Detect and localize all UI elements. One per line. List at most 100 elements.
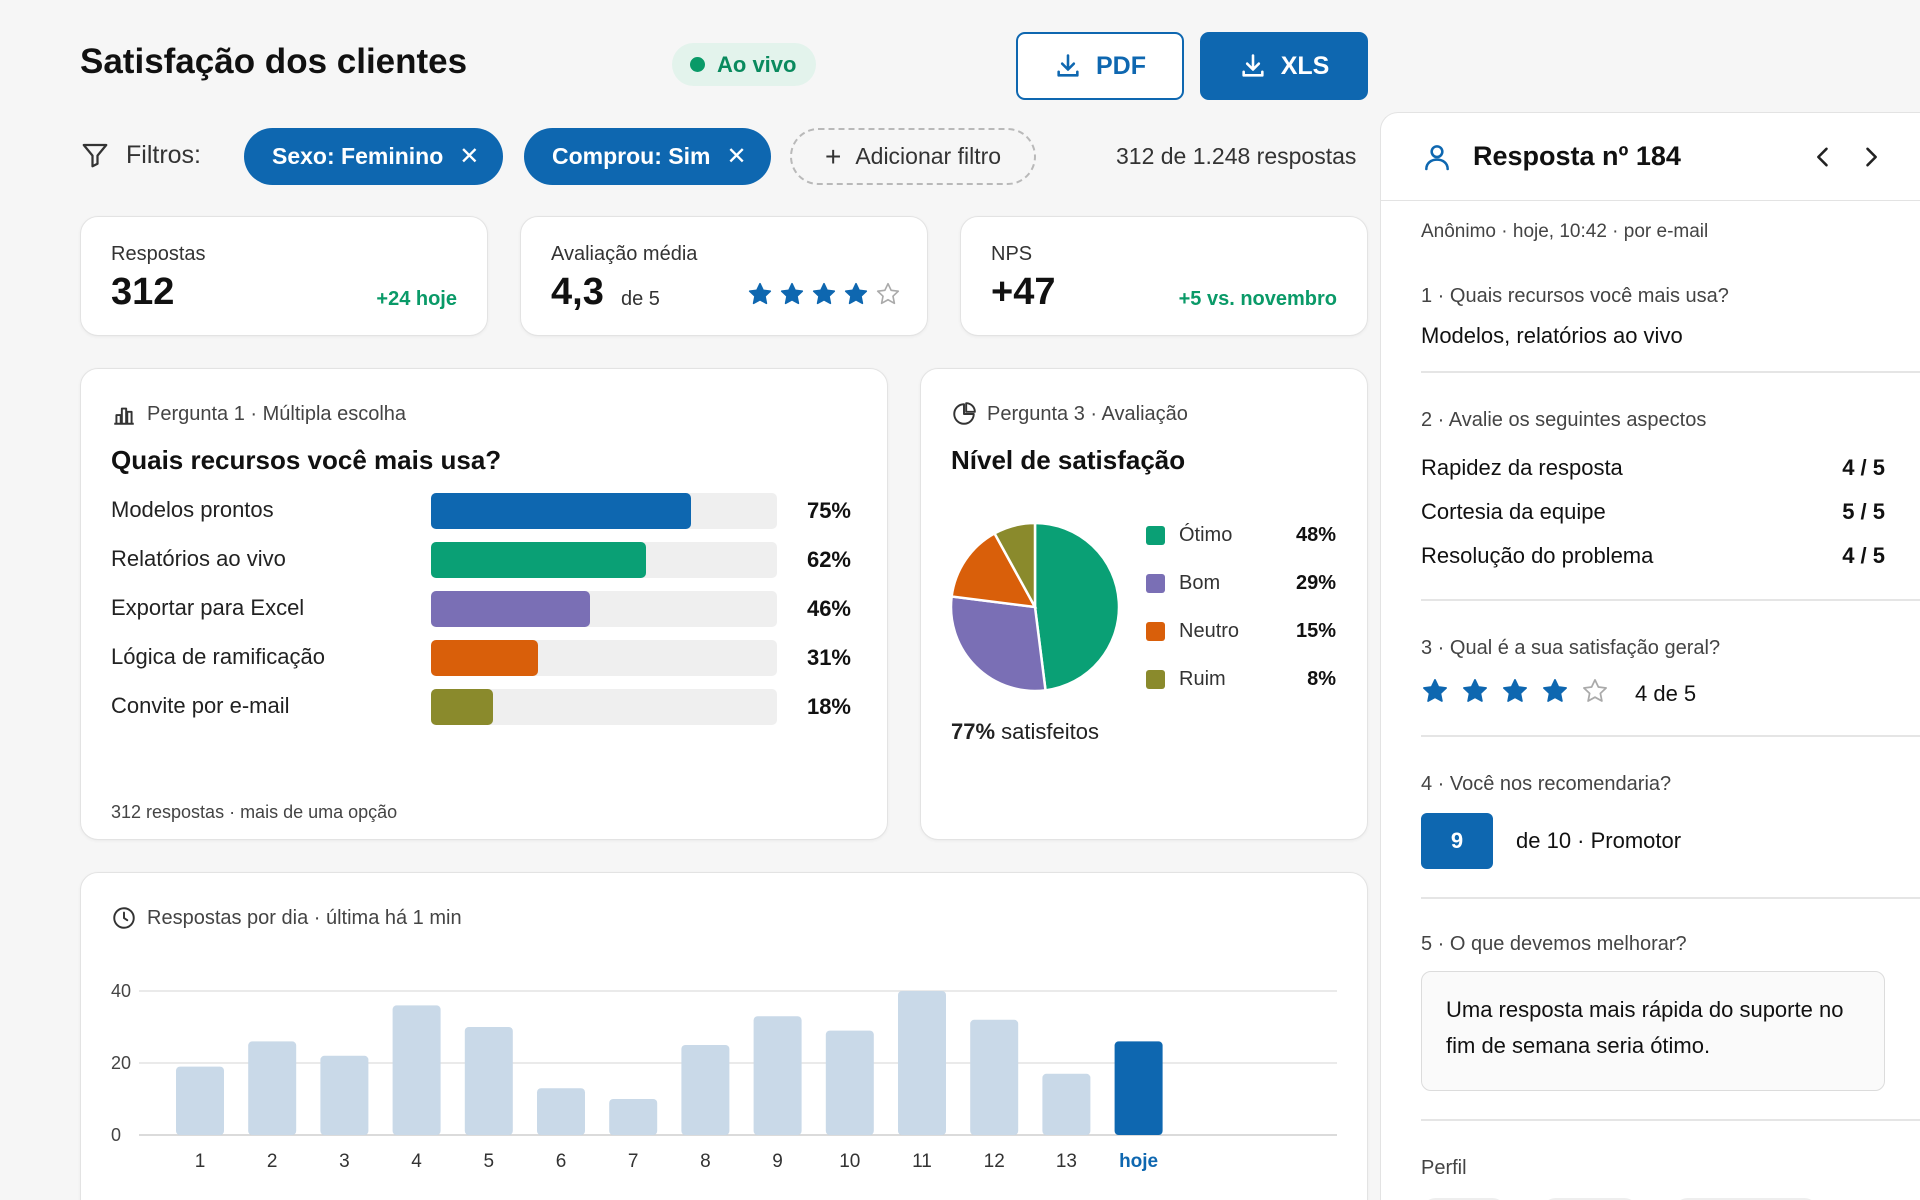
aspect-label: Rapidez da resposta bbox=[1421, 455, 1623, 480]
bar-label: Exportar para Excel bbox=[111, 595, 305, 620]
bar-track bbox=[431, 689, 777, 725]
remove-filter-icon[interactable]: ✕ bbox=[726, 143, 747, 170]
kpi-delta: +24 hoje bbox=[376, 288, 457, 310]
bar-label: Convite por e-mail bbox=[111, 693, 290, 718]
pie-slice-4 bbox=[992, 521, 1037, 608]
legend-item: Ótimo 48% bbox=[1146, 524, 1336, 548]
kpi-card-rating: Avaliação média 4,3 de 5 bbox=[520, 216, 928, 336]
kpi-card-responses: Respostas 312 +24 hoje bbox=[80, 216, 488, 336]
panel-header: Resposta nº 184 bbox=[1381, 113, 1920, 201]
bar-chart-icon bbox=[114, 407, 134, 425]
live-label: Ao vivo bbox=[717, 51, 797, 77]
filter-chip-comprou[interactable]: Comprou: Sim ✕ bbox=[524, 128, 771, 185]
x-tick-label: 4 bbox=[411, 1151, 422, 1172]
aspect-row: Rapidez da resposta 4 / 5 bbox=[1421, 455, 1885, 481]
add-filter-button[interactable]: + Adicionar filtro bbox=[790, 128, 1036, 185]
kpi-delta: +5 vs. novembro bbox=[1178, 288, 1337, 310]
export-pdf-button[interactable]: PDF bbox=[1016, 32, 1184, 100]
aspect-label: Resolução do problema bbox=[1421, 543, 1654, 568]
next-response-icon[interactable] bbox=[1857, 143, 1885, 171]
legend-label: Ótimo bbox=[1179, 524, 1233, 546]
kpi-label: Avaliação média bbox=[551, 243, 698, 265]
filter-chip-sexo[interactable]: Sexo: Feminino ✕ bbox=[244, 128, 504, 185]
day-bar bbox=[753, 1016, 802, 1135]
feature-bar-row: Convite por e-mail 18% bbox=[111, 689, 851, 725]
x-tick-label: 10 bbox=[839, 1151, 860, 1172]
pie-chart-icon bbox=[953, 402, 976, 425]
remove-filter-icon[interactable]: ✕ bbox=[459, 143, 480, 170]
y-tick-label: 20 bbox=[111, 1053, 131, 1073]
legend-label: Ruim bbox=[1179, 668, 1226, 690]
star-filled-icon bbox=[1423, 679, 1447, 702]
day-bar bbox=[825, 1030, 874, 1135]
kpi-card-nps: NPS +47 +5 vs. novembro bbox=[960, 216, 1368, 336]
export-xls-button[interactable]: XLS bbox=[1200, 32, 1368, 100]
panel-rating-stars bbox=[1421, 677, 1609, 705]
download-icon bbox=[1242, 54, 1264, 77]
legend-item: Bom 29% bbox=[1146, 572, 1336, 596]
panel-q5-question: 5 · O que devemos melhorar? bbox=[1421, 933, 1687, 955]
divider bbox=[1421, 599, 1920, 601]
divider bbox=[1421, 1119, 1920, 1121]
day-bar bbox=[248, 1041, 297, 1135]
day-bar bbox=[898, 991, 946, 1135]
star-filled-icon bbox=[1463, 679, 1487, 702]
pie-slice-1 bbox=[1033, 521, 1121, 692]
bar-fill bbox=[431, 542, 646, 578]
pie-slice-2 bbox=[949, 595, 1047, 693]
panel-profile-label: Perfil bbox=[1421, 1157, 1467, 1179]
kpi-value: +47 bbox=[991, 271, 1056, 313]
kpi-rating-scale: de 5 bbox=[621, 288, 660, 310]
bar-label: Modelos prontos bbox=[111, 497, 274, 522]
legend-value: 8% bbox=[1307, 668, 1336, 690]
question3-meta: Pergunta 3 · Avaliação bbox=[951, 401, 1188, 427]
legend-swatch bbox=[1146, 574, 1165, 593]
bar-track bbox=[431, 640, 777, 676]
response-detail-panel: Resposta nº 184 Anônimo · hoje, 10:42 · … bbox=[1380, 112, 1920, 1200]
filters-label: Filtros: bbox=[80, 140, 201, 170]
day-bar bbox=[609, 1099, 658, 1135]
feature-bar-row: Relatórios ao vivo 62% bbox=[111, 542, 851, 578]
feature-bar-row: Modelos prontos 75% bbox=[111, 493, 851, 529]
bar-fill bbox=[431, 689, 494, 725]
divider bbox=[1421, 371, 1920, 373]
day-bar bbox=[464, 1027, 513, 1135]
legend-label: Neutro bbox=[1179, 620, 1240, 642]
legend-label: Bom bbox=[1179, 572, 1221, 594]
pie-slice-3 bbox=[950, 531, 1038, 609]
question1-meta: Pergunta 1 · Múltipla escolha bbox=[111, 401, 406, 427]
bar-track bbox=[431, 493, 777, 529]
panel-q4-text: de 10 · Promotor bbox=[1516, 828, 1682, 853]
x-tick-label: 11 bbox=[912, 1151, 932, 1172]
satisfaction-pie-chart bbox=[949, 521, 1121, 693]
bar-track bbox=[431, 542, 777, 578]
satisfaction-summary: 77% satisfeitos bbox=[951, 719, 1099, 745]
panel-title: Resposta nº 184 bbox=[1473, 141, 1681, 171]
aspect-row: Resolução do problema 4 / 5 bbox=[1421, 543, 1885, 569]
response-count: 312 de 1.248 respostas bbox=[1116, 143, 1357, 169]
export-xls-label: XLS bbox=[1280, 51, 1330, 80]
legend-value: 48% bbox=[1295, 524, 1336, 546]
star-empty-icon bbox=[1583, 679, 1607, 702]
filter-chip-label: Comprou: Sim bbox=[552, 143, 711, 169]
star-filled-icon bbox=[844, 282, 868, 305]
bar-value-label: 31% bbox=[806, 645, 851, 670]
legend-value: 15% bbox=[1295, 620, 1336, 642]
kpi-value: 4,3 bbox=[551, 271, 604, 313]
export-pdf-label: PDF bbox=[1096, 51, 1146, 80]
legend-value: 29% bbox=[1295, 572, 1336, 594]
day-bar bbox=[970, 1019, 1019, 1135]
bar-value-label: 46% bbox=[806, 596, 851, 621]
x-tick-label: 3 bbox=[339, 1151, 350, 1172]
profile-tag bbox=[1673, 1198, 1819, 1200]
aspect-value: 4 / 5 bbox=[1842, 455, 1885, 480]
previous-response-icon[interactable] bbox=[1809, 143, 1837, 171]
aspect-value: 4 / 5 bbox=[1842, 543, 1885, 568]
satisfaction-summary-text: satisfeitos bbox=[1001, 719, 1099, 744]
day-bar bbox=[537, 1088, 585, 1135]
live-badge: Ao vivo bbox=[672, 43, 817, 86]
bar-value-label: 75% bbox=[806, 498, 851, 523]
panel-q2-question: 2 · Avalie os seguintes aspectos bbox=[1421, 409, 1707, 431]
aspect-label: Cortesia da equipe bbox=[1421, 499, 1606, 524]
download-icon bbox=[1057, 54, 1079, 77]
